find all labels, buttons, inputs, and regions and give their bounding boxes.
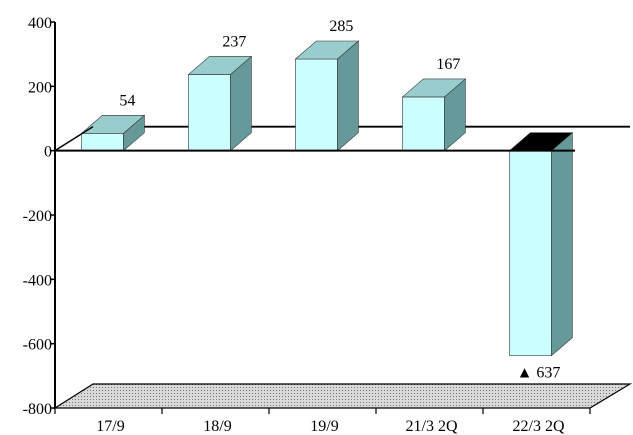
bar	[294, 40, 360, 152]
bar-front-face	[81, 132, 124, 151]
x-tick-label: 21/3 2Q	[406, 418, 458, 435]
data-label: ▲ 637	[517, 365, 561, 382]
bar-top-face	[80, 114, 146, 134]
bar	[187, 55, 253, 152]
y-tick-label: 200	[28, 79, 52, 96]
bar-side-face	[337, 40, 359, 152]
bar-side-face	[551, 132, 573, 357]
bar-front-face	[295, 58, 338, 151]
x-tick-label: 19/9	[310, 418, 338, 435]
bar-front-face	[402, 96, 445, 151]
y-tick-label: -600	[23, 337, 52, 354]
x-tick-label: 18/9	[203, 418, 231, 435]
y-tick-label: -800	[23, 401, 52, 418]
y-tick-label: 400	[28, 15, 52, 32]
bar	[80, 114, 146, 152]
data-label: 285	[329, 18, 353, 35]
data-label: 237	[222, 33, 246, 50]
zero-line-diagonal	[54, 126, 94, 152]
bar-front-face	[188, 74, 231, 151]
y-tick-label: -400	[23, 272, 52, 289]
chart-floor	[52, 383, 633, 409]
y-tick-label: -200	[23, 208, 52, 225]
x-tick-label: 17/9	[96, 418, 124, 435]
data-label: 167	[436, 56, 460, 73]
bar-top-face	[187, 56, 253, 75]
bar	[401, 78, 467, 152]
y-tick-label: 0	[44, 144, 52, 161]
bar-top-face	[401, 78, 467, 98]
x-tick-label: 22/3 2Q	[513, 418, 565, 435]
bar	[508, 132, 574, 357]
data-label: 54	[119, 92, 135, 109]
bar-top-face	[294, 40, 360, 60]
bar-front-face	[509, 150, 552, 356]
